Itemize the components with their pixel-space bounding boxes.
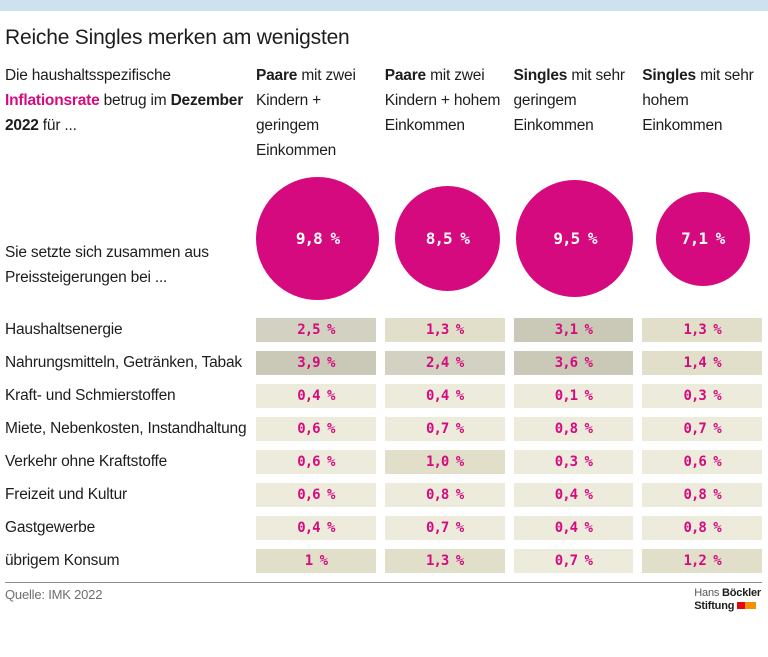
circle-value-label: 9,5 %	[553, 229, 597, 248]
sub-intro-text: Sie setzte sich zusammen aus Preissteige…	[5, 244, 209, 286]
table-row-5: Verkehr ohne Kraftstoffe 0,6 % 1,0 % 0,3 % 0…	[5, 450, 762, 474]
circle-value-label: 7,1 %	[681, 229, 725, 248]
intro-highlight: Inflationsrate	[5, 92, 100, 109]
row-label: Miete, Nebenkosten, Instandhaltung	[5, 420, 247, 437]
source-note: Quelle: IMK 2022	[5, 587, 103, 602]
column-header-row: Die haushaltsspezifische Inflationsrate …	[5, 63, 762, 163]
value-cell-6-3: 0,4 %	[513, 483, 634, 507]
circle-cell-3: 9,5 %	[516, 165, 635, 312]
value-cell-2-3: 3,6 %	[513, 351, 634, 375]
value-cell-3-3: 0,1 %	[513, 384, 634, 408]
inflation-circle-4: 7,1 %	[655, 191, 750, 286]
row-label: Verkehr ohne Kraftstoffe	[5, 453, 168, 470]
column-header-3: Singles mit sehr geringem Einkommen	[514, 63, 634, 163]
inflation-circle-2: 8,5 %	[394, 186, 500, 291]
intro-part2: betrug im	[99, 92, 171, 109]
inflation-circle-3: 9,5 %	[516, 180, 634, 297]
value-cell-2-1: 3,9 %	[256, 351, 376, 375]
column-header-bold: Singles	[642, 67, 696, 84]
column-header-bold: Paare	[384, 67, 426, 84]
page-title: Reiche Singles merken am wenigsten	[5, 26, 350, 49]
column-header-rest: mit zwei Kindern + hohem Einkommen	[384, 67, 501, 134]
table-row-2: Nahrungsmitteln, Getränken, Tabak 3,9 % 2,…	[5, 351, 762, 375]
column-header-rest: mit sehr hohem Einkommen	[642, 67, 754, 134]
value-cell-5-2: 1,0 %	[384, 450, 505, 474]
row-label: Haushaltsenergie	[5, 321, 123, 338]
circle-value-label: 8,5 %	[425, 229, 470, 248]
value-cell-6-4: 0,8 %	[642, 483, 762, 507]
table-row-7: Gastgewerbe 0,4 % 0,7 % 0,4 % 0,8 %	[5, 516, 762, 540]
value-cell-4-3: 0,8 %	[513, 417, 634, 441]
value-cell-8-4: 1,2 %	[642, 549, 762, 573]
value-cell-4-1: 0,6 %	[256, 417, 376, 441]
value-cell-3-1: 0,4 %	[256, 384, 376, 408]
value-cell-6-2: 0,8 %	[384, 483, 505, 507]
value-cell-3-2: 0,4 %	[384, 384, 505, 408]
table-row-8: übrigem Konsum 1 % 1,3 % 0,7 % 1,2 %	[5, 549, 762, 573]
table-row-3: Kraft- und Schmierstoffen 0,4 % 0,4 % 0,1 %…	[5, 384, 762, 408]
logo-color-blocks-icon	[737, 601, 757, 609]
column-header-rest: mit zwei Kindern + geringem Einkommen	[256, 67, 356, 159]
value-cell-1-2: 1,3 %	[384, 318, 505, 342]
value-cell-4-4: 0,7 %	[642, 417, 762, 441]
intro-part3: für ...	[38, 117, 77, 134]
value-cell-7-2: 0,7 %	[384, 516, 505, 540]
column-header-1: Paare mit zwei Kindern + geringem Einkom…	[256, 63, 376, 163]
intro-part1: Die haushaltsspezifische	[5, 67, 171, 84]
infographic: Reiche Singles merken am wenigsten Die h…	[0, 26, 768, 612]
value-cell-8-2: 1,3 %	[384, 549, 505, 573]
row-label: Nahrungsmitteln, Getränken, Tabak	[5, 354, 242, 371]
table-row-6: Freizeit und Kultur 0,6 % 0,8 % 0,4 % 0,8 %	[5, 483, 762, 507]
footer: Quelle: IMK 2022 Hans Böckler Stiftung	[5, 582, 762, 612]
value-cell-5-3: 0,3 %	[513, 450, 634, 474]
column-header-2: Paare mit zwei Kindern + hohem Einkommen	[385, 63, 505, 163]
logo-stiftung: Stiftung	[694, 599, 735, 612]
table-row-4: Miete, Nebenkosten, Instandhaltung 0,6 % 0…	[5, 417, 762, 441]
row-label: Gastgewerbe	[5, 519, 95, 536]
intro-bold-date: Dezember 2022	[5, 92, 244, 134]
circles-row: Sie setzte sich zusammen aus Preissteige…	[5, 165, 762, 312]
value-cell-8-3: 0,7 %	[513, 549, 634, 573]
logo-boeckler: Böckler	[722, 587, 761, 599]
column-header-bold: Singles	[513, 67, 568, 84]
logo-line-2: Stiftung	[694, 600, 761, 613]
value-cell-5-4: 0,6 %	[642, 450, 762, 474]
logo-hans: Hans	[694, 587, 720, 599]
column-header-rest: mit sehr geringem Einkommen	[513, 67, 626, 134]
value-cell-2-4: 1,4 %	[642, 351, 762, 375]
column-header-4: Singles mit sehr hohem Einkommen	[642, 63, 762, 163]
value-cell-3-4: 0,3 %	[642, 384, 762, 408]
circle-cell-2: 8,5 %	[388, 165, 507, 312]
value-cell-7-4: 0,8 %	[642, 516, 762, 540]
inflation-circle-1: 9,8 %	[256, 177, 379, 300]
circle-cell-1: 9,8 %	[256, 165, 379, 312]
inflation-table: Haushaltsenergie 2,5 % 1,3 % 3,1 % 1,3 % Nahr…	[5, 318, 762, 573]
logo-line-1: Hans Böckler	[694, 587, 761, 600]
top-accent-bar	[0, 0, 768, 11]
column-header-bold: Paare	[256, 67, 298, 84]
row-label: Freizeit und Kultur	[5, 486, 127, 503]
value-cell-1-4: 1,3 %	[642, 318, 762, 342]
value-cell-8-1: 1 %	[256, 549, 376, 573]
value-cell-2-2: 2,4 %	[384, 351, 505, 375]
value-cell-7-1: 0,4 %	[256, 516, 376, 540]
value-cell-6-1: 0,6 %	[256, 483, 376, 507]
table-row-1: Haushaltsenergie 2,5 % 1,3 % 3,1 % 1,3 %	[5, 318, 762, 342]
hans-boeckler-stiftung-logo: Hans Böckler Stiftung	[694, 587, 761, 612]
circle-value-label: 9,8 %	[295, 229, 340, 248]
value-cell-7-3: 0,4 %	[513, 516, 634, 540]
row-label: Kraft- und Schmierstoffen	[5, 387, 176, 404]
circle-cell-4: 7,1 %	[643, 165, 762, 312]
value-cell-1-3: 3,1 %	[513, 318, 634, 342]
value-cell-5-1: 0,6 %	[256, 450, 376, 474]
value-cell-1-1: 2,5 %	[256, 318, 376, 342]
intro-text: Die haushaltsspezifische Inflationsrate …	[5, 63, 247, 163]
row-label: übrigem Konsum	[5, 552, 120, 569]
value-cell-4-2: 0,7 %	[384, 417, 505, 441]
